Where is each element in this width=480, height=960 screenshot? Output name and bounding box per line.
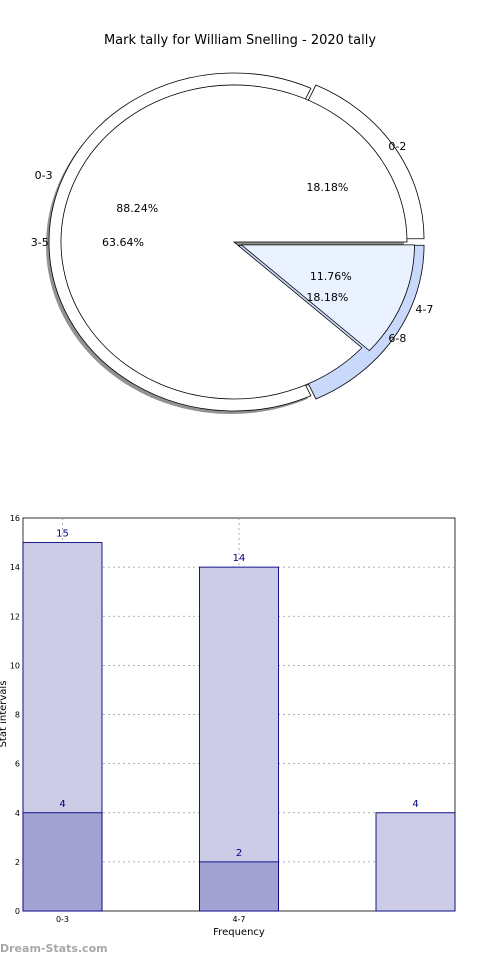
bar-series1-0-3 bbox=[22, 812, 103, 912]
pie-inner-label-4-7: 4-7 bbox=[415, 303, 433, 316]
y-tick-label: 4 bbox=[15, 809, 20, 818]
bar-series0-cat2 bbox=[375, 812, 456, 912]
pie-inner-pct-4-7: 11.76% bbox=[310, 270, 352, 283]
y-tick-label: 0 bbox=[15, 907, 20, 916]
bar-series1-4-7 bbox=[199, 861, 279, 912]
bar-chart: Frequency Stat intervals 0 2 4 6 8 10 12 14 16 15… bbox=[0, 514, 456, 938]
y-axis-label: Stat intervals bbox=[0, 681, 9, 748]
pie-outer-label-6-8: 6-8 bbox=[388, 332, 406, 345]
pie-outer-label-3-5: 3-5 bbox=[31, 236, 49, 249]
x-tick-label: 4-7 bbox=[232, 915, 245, 924]
pie-slice-0-3 bbox=[60, 84, 408, 400]
x-tick-label: 0-3 bbox=[56, 915, 69, 924]
y-tick-label: 8 bbox=[15, 711, 20, 720]
x-axis-label: Frequency bbox=[213, 927, 265, 938]
bar-value-label: 4 bbox=[412, 799, 418, 810]
bar-value-label: 15 bbox=[56, 529, 69, 540]
y-tick-label: 6 bbox=[15, 760, 20, 769]
y-tick-label: 16 bbox=[10, 514, 20, 523]
pie-inner-pct-0-3: 88.24% bbox=[116, 202, 158, 215]
pie-title: Mark tally for William Snelling - 2020 t… bbox=[104, 33, 376, 48]
pie-slice-4-7 bbox=[240, 244, 415, 352]
y-tick-label: 10 bbox=[10, 661, 20, 670]
y-tick-label: 2 bbox=[15, 858, 20, 867]
bar-series0-4-7 bbox=[199, 566, 279, 912]
bar-value-label: 2 bbox=[236, 848, 242, 859]
bar-value-label: 4 bbox=[59, 799, 65, 810]
bar-value-label: 14 bbox=[233, 553, 246, 564]
pie-outer-label-0-2: 0-2 bbox=[388, 140, 406, 153]
pie-outer-pct-6-8: 18.18% bbox=[306, 291, 348, 304]
pie-outer-pct-0-2: 18.18% bbox=[306, 181, 348, 194]
watermark: Dream-Stats.com bbox=[0, 942, 108, 955]
y-tick-label: 14 bbox=[10, 563, 20, 572]
pie-chart: 0-3 88.24% 4-7 11.76% 0-2 18.18% 3-5 63.64% 6-8 1… bbox=[31, 72, 433, 414]
pie-inner-label-0-3: 0-3 bbox=[35, 169, 53, 182]
pie-outer-pct-3-5: 63.64% bbox=[102, 236, 144, 249]
y-tick-label: 12 bbox=[10, 612, 20, 621]
